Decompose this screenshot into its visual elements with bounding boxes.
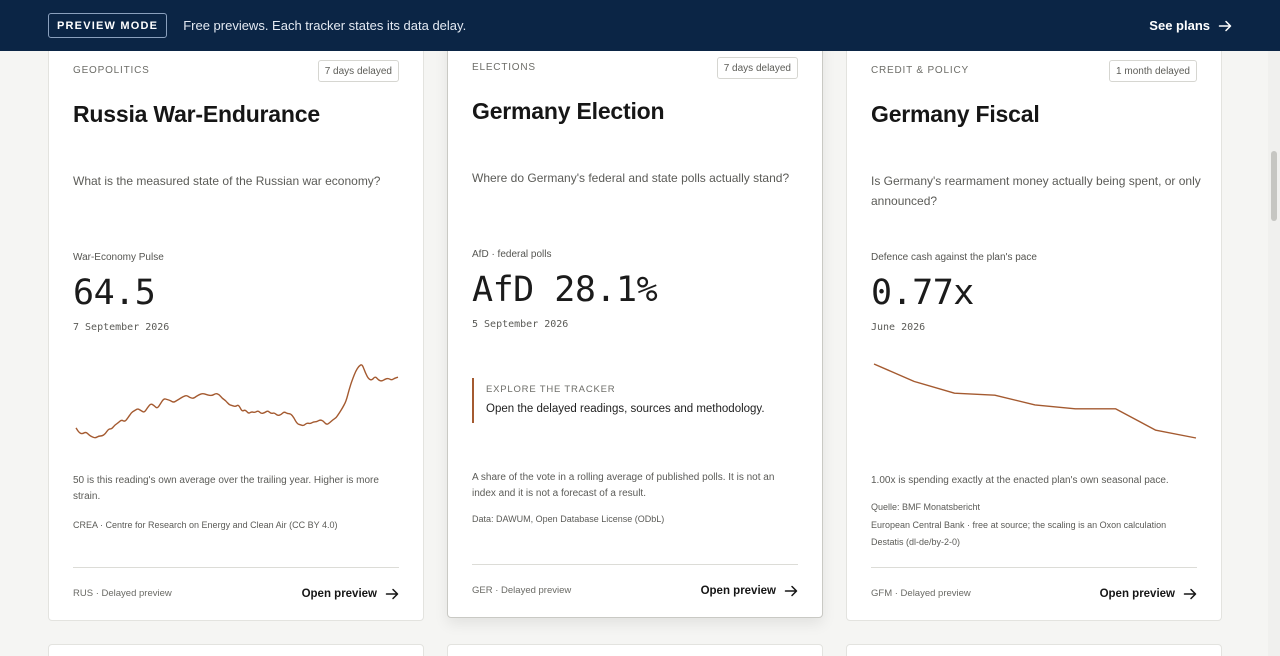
arrow-right-icon bbox=[1183, 588, 1197, 600]
card-question: Is Germany's rearmament money actually b… bbox=[871, 174, 1201, 208]
sparkline-chart bbox=[873, 363, 1197, 439]
metric-label: Defence cash against the plan's pace bbox=[871, 252, 1037, 263]
open-preview-button[interactable]: Open preview bbox=[1100, 587, 1197, 601]
open-preview-button[interactable]: Open preview bbox=[302, 587, 399, 601]
footer-tag: RUS · Delayed preview bbox=[73, 588, 172, 599]
metric-value: 64.5 bbox=[73, 273, 156, 313]
sparkline-chart bbox=[75, 364, 399, 439]
banner-message: Free previews. Each tracker states its d… bbox=[183, 18, 467, 33]
see-plans-label: See plans bbox=[1149, 18, 1210, 33]
open-preview-button[interactable]: Open preview bbox=[701, 584, 798, 598]
explore-text: Open the delayed readings, sources and m… bbox=[486, 403, 765, 415]
metric-date: June 2026 bbox=[871, 322, 926, 333]
see-plans-link[interactable]: See plans bbox=[1149, 18, 1232, 33]
open-preview-label: Open preview bbox=[1099, 588, 1175, 600]
tracker-card-next[interactable] bbox=[447, 644, 823, 656]
page-scrollbar[interactable] bbox=[1268, 51, 1280, 656]
metric-value: AfD 28.1% bbox=[472, 270, 658, 310]
delay-badge: 7 days delayed bbox=[317, 60, 399, 82]
source-line: Data: DAWUM, Open Database License (ODbL… bbox=[472, 514, 665, 524]
tracker-card-germany-election[interactable]: ELECTIONS 7 days delayed Germany Electio… bbox=[447, 37, 823, 618]
arrow-right-icon bbox=[1218, 20, 1232, 31]
metric-date: 7 September 2026 bbox=[73, 322, 170, 333]
preview-banner: PREVIEW MODE Free previews. Each tracker… bbox=[0, 0, 1280, 51]
source-line: European Central Bank · free at source; … bbox=[871, 520, 1167, 530]
tracker-card-germany-fiscal[interactable]: CREDIT & POLICY 1 month delayed Germany … bbox=[846, 40, 1222, 621]
card-category: GEOPOLITICS bbox=[73, 65, 150, 76]
card-question: Where do Germany's federal and state pol… bbox=[472, 171, 790, 185]
footer-tag: GER · Delayed preview bbox=[472, 585, 572, 596]
delay-badge: 7 days delayed bbox=[716, 57, 798, 79]
card-category: CREDIT & POLICY bbox=[871, 65, 969, 76]
tracker-card-next[interactable] bbox=[846, 644, 1222, 656]
metric-date: 5 September 2026 bbox=[472, 319, 569, 330]
metric-label: War-Economy Pulse bbox=[73, 252, 164, 263]
card-note: A share of the vote in a rolling average… bbox=[472, 472, 775, 499]
card-question: What is the measured state of the Russia… bbox=[73, 174, 381, 188]
sparkline-series bbox=[873, 363, 1197, 439]
arrow-right-icon bbox=[385, 588, 399, 600]
tracker-card-next[interactable] bbox=[48, 644, 424, 656]
open-preview-label: Open preview bbox=[301, 588, 377, 600]
explore-tracker-callout[interactable]: EXPLORE THE TRACKER Open the delayed rea… bbox=[472, 378, 800, 423]
card-divider bbox=[472, 564, 798, 565]
explore-label: EXPLORE THE TRACKER bbox=[486, 384, 616, 395]
open-preview-label: Open preview bbox=[700, 585, 776, 597]
card-divider bbox=[871, 567, 1197, 568]
footer-tag: GFM · Delayed preview bbox=[871, 588, 971, 599]
card-note: 1.00x is spending exactly at the enacted… bbox=[871, 475, 1169, 486]
metric-label: AfD · federal polls bbox=[472, 249, 552, 260]
card-divider bbox=[73, 567, 399, 568]
preview-mode-badge: PREVIEW MODE bbox=[48, 13, 168, 38]
card-title: Russia War-Endurance bbox=[73, 101, 320, 127]
sparkline-series bbox=[75, 364, 399, 439]
metric-value: 0.77x bbox=[871, 273, 974, 313]
source-line: Quelle: BMF Monatsbericht bbox=[871, 502, 981, 512]
source-line: CREA · Centre for Research on Energy and… bbox=[73, 520, 338, 530]
source-line: Destatis (dl-de/by-2-0) bbox=[871, 537, 961, 547]
card-title: Germany Fiscal bbox=[871, 101, 1040, 127]
card-note: 50 is this reading's own average over th… bbox=[73, 475, 379, 502]
scrollbar-thumb[interactable] bbox=[1271, 151, 1277, 221]
card-title: Germany Election bbox=[472, 98, 665, 124]
arrow-right-icon bbox=[784, 585, 798, 597]
tracker-card-russia[interactable]: GEOPOLITICS 7 days delayed Russia War-En… bbox=[48, 40, 424, 621]
delay-badge: 1 month delayed bbox=[1109, 60, 1197, 82]
card-category: ELECTIONS bbox=[472, 62, 536, 73]
